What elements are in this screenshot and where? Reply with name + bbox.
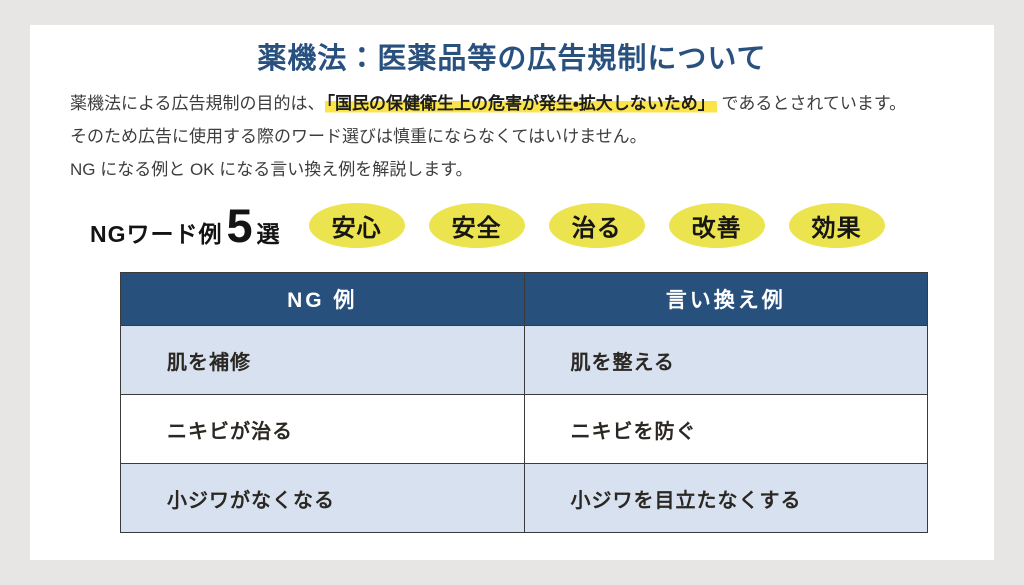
ng-words-row: NGワード例5 選 安心 安全 治る 改善 効果 [90,199,885,252]
table-cell-ng: ニキビが治る [120,394,525,464]
table-row: 小ジワがなくなる 小ジワを目立たなくする [120,463,928,533]
ng-word-badge: 効果 [788,202,885,248]
slide-card: 薬機法：医薬品等の広告規制について 薬機法による広告規制の目的は、 「国民の保健衛… [30,25,994,560]
ng-word-badge: 改善 [668,202,765,248]
table-header-ng: NG 例 [120,272,525,326]
table-cell-ng: 肌を補修 [120,325,525,395]
table-cell-alternative: 肌を整える [523,325,928,395]
table-row: 肌を補修 肌を整える [120,325,928,395]
table-cell-ng: 小ジワがなくなる [120,463,525,533]
intro-line1-prefix: 薬機法による広告規制の目的は、 [70,94,325,113]
ng-words-label: NGワード例5 選 [90,198,281,253]
intro-line-1: 薬機法による広告規制の目的は、 「国民の保健衛生上の危害が発生・拡大しないため」 … [70,87,980,120]
intro-line1-highlight: 「国民の保健衛生上の危害が発生・拡大しないため」 [324,94,717,113]
ng-words-count: 5 [226,198,253,252]
page-title: 薬機法：医薬品等の広告規制について [257,43,767,75]
table-row: ニキビが治る ニキビを防ぐ [120,394,928,464]
intro-text: 薬機法による広告規制の目的は、 「国民の保健衛生上の危害が発生・拡大しないため」 … [70,87,980,186]
table-header-row: NG 例 言い換え例 [120,272,928,326]
ng-word-badges: 安心 安全 治る 改善 効果 [308,202,885,248]
table-cell-alternative: ニキビを防ぐ [523,394,928,464]
intro-line1-suffix: であるとされています。 [716,94,907,113]
ng-word-badge: 安全 [428,202,525,248]
intro-line-2: そのため広告に使用する際のワード選びは慎重にならなくてはいけません。 [70,127,647,146]
intro-line-3: NG になる例と OK になる言い換え例を解説します。 [70,160,473,179]
table-header-alternative: 言い換え例 [523,272,928,326]
ng-table: NG 例 言い換え例 肌を補修 肌を整える ニキビが治る ニキビを防ぐ 小ジワが… [120,272,928,533]
ng-word-badge: 治る [548,202,645,248]
ng-words-label-suffix: 選 [256,220,281,247]
table-cell-alternative: 小ジワを目立たなくする [523,463,928,533]
ng-word-badge: 安心 [308,202,405,248]
ng-words-label-prefix: NGワード例 [90,220,223,247]
